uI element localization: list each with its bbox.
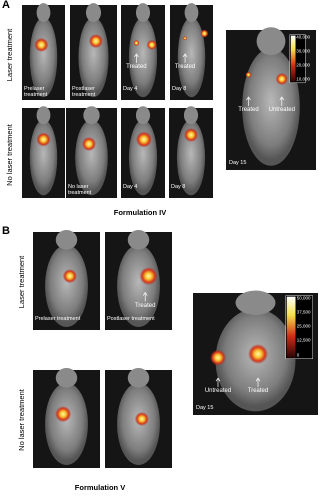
image-caption: Day 15 xyxy=(229,160,247,166)
panel-footer: Formulation V xyxy=(74,483,126,492)
mouse-body xyxy=(45,382,88,466)
arrow-head xyxy=(215,377,221,382)
fluorescence-signal xyxy=(248,344,268,364)
annotation: Treated xyxy=(134,302,156,309)
image-caption: Postlaser treatment xyxy=(107,316,155,322)
image-caption: Prelaser treatment xyxy=(24,86,48,98)
arrow-head xyxy=(182,53,188,58)
fluorescence-signal xyxy=(62,269,77,284)
mouse-head xyxy=(85,3,102,23)
fluorescence-signal xyxy=(88,34,103,49)
mouse-body xyxy=(75,119,108,196)
mouse-head xyxy=(135,106,151,125)
mouse-head xyxy=(36,106,51,125)
row-label: Laser treatment xyxy=(17,255,27,309)
mouse-body xyxy=(117,244,160,328)
fluorescence-signal xyxy=(81,137,96,151)
image-caption: Prelaser treatment xyxy=(35,316,81,322)
mouse-head xyxy=(55,230,78,250)
fluorescence-signal xyxy=(133,40,140,46)
mouse-head xyxy=(36,3,51,23)
row-label: Laser treatment xyxy=(5,28,15,82)
mouse-body xyxy=(128,17,158,98)
arrow-head xyxy=(279,96,285,101)
scale-tick-label: 50,000 xyxy=(296,295,311,301)
scale-tick-label: 20,000 xyxy=(296,62,310,68)
mouse-head xyxy=(83,106,100,125)
fluorescence-signal xyxy=(139,267,158,286)
scale-tick-label: 25,000 xyxy=(296,323,311,329)
row-label: No laser treatment xyxy=(17,389,27,451)
arrow-head xyxy=(255,377,261,382)
annotation: Treated xyxy=(238,107,259,113)
annotation: Untreated xyxy=(268,107,295,113)
mouse-body xyxy=(176,119,206,196)
image-caption: Postlaser treatment xyxy=(72,86,96,98)
mouse-body xyxy=(29,119,58,196)
image-caption: Day 4 xyxy=(123,184,138,190)
mouse-body xyxy=(29,17,58,98)
color-scale xyxy=(286,296,296,358)
image-caption: Day 8 xyxy=(171,184,186,190)
mouse-head xyxy=(55,368,78,388)
scale-tick-label: 30,000 xyxy=(296,48,310,54)
fluorescence-signal xyxy=(36,132,51,147)
fluorescence-signal xyxy=(275,73,288,85)
annotation: Treated xyxy=(247,388,269,395)
fluorescence-signal xyxy=(183,36,188,41)
row-label: No laser treatment xyxy=(5,124,15,186)
annotation: Treated xyxy=(126,63,147,70)
mouse-head xyxy=(184,3,199,23)
arrow-head xyxy=(142,291,148,296)
fluorescence-signal xyxy=(135,131,152,148)
scale-tick-label: 0 xyxy=(296,352,300,358)
mouse-head xyxy=(235,290,276,315)
mouse-head xyxy=(135,3,151,23)
scale-tick-label: 12,500 xyxy=(296,338,311,344)
mouse-body xyxy=(45,244,88,328)
fluorescence-signal xyxy=(55,406,72,423)
image-caption: No laser treatment xyxy=(68,184,92,196)
mouse-head xyxy=(256,27,286,56)
fluorescence-signal xyxy=(210,349,226,366)
scale-tick-label: 40,000 xyxy=(296,34,310,40)
mouse-head xyxy=(183,106,199,125)
arrow-head xyxy=(246,96,251,101)
fluorescence-signal xyxy=(146,39,157,50)
fluorescence-signal xyxy=(134,412,149,426)
annotation: Untreated xyxy=(204,388,232,395)
annotation: Treated xyxy=(174,63,196,70)
image-caption: Day 4 xyxy=(123,86,138,92)
fluorescence-signal xyxy=(184,128,198,142)
mouse-head xyxy=(127,368,150,388)
panel-label: B xyxy=(2,225,10,237)
scale-tick-label: 10,000 xyxy=(296,76,310,82)
fluorescence-signal xyxy=(245,71,252,78)
fluorescence-signal xyxy=(200,29,209,38)
arrow-head xyxy=(134,53,139,58)
mouse-head xyxy=(127,230,150,250)
panel-label: A xyxy=(2,0,10,11)
image-caption: Day 15 xyxy=(196,405,214,411)
image-caption: Day 8 xyxy=(172,86,187,92)
panel-footer: Formulation IV xyxy=(113,208,167,217)
color-scale xyxy=(290,35,296,82)
fluorescence-signal xyxy=(34,37,49,52)
scale-tick-label: 37,500 xyxy=(296,309,311,315)
